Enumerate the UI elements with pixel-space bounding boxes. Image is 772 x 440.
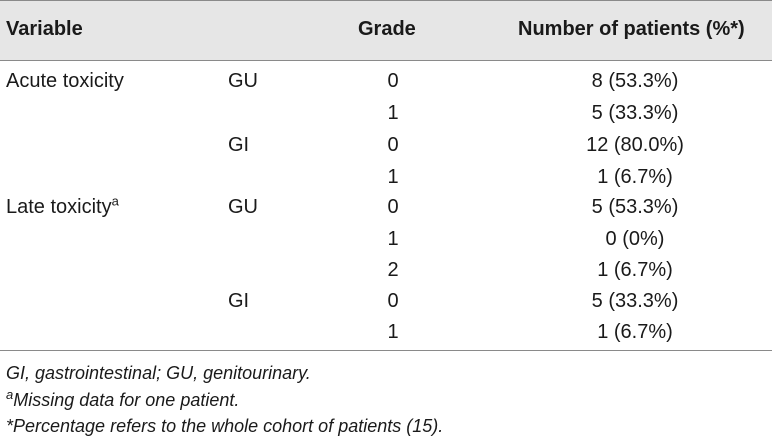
table-row: Late toxicitya GU 0 5 (53.3%)	[0, 191, 772, 223]
table-row: 1 1 (6.7%)	[0, 316, 772, 348]
table-row: GI 0 5 (33.3%)	[0, 285, 772, 317]
header-variable: Variable	[6, 18, 83, 40]
cell-system: GU	[228, 70, 258, 92]
cell-grade: 0	[387, 70, 399, 92]
header-number-of-patients: Number of patients (%*)	[518, 18, 745, 40]
cell-system: GI	[228, 134, 250, 156]
cell-grade: 0	[387, 290, 399, 312]
footnote-missing-data: aMissing data for one patient.	[6, 387, 240, 410]
cell-number: 5 (53.3%)	[591, 196, 679, 218]
footnote-abbreviations: GI, gastrointestinal; GU, genitourinary.	[6, 363, 311, 383]
table-bottom-rule	[0, 350, 772, 351]
table-row: 2 1 (6.7%)	[0, 254, 772, 286]
table-header: Variable Grade Number of patients (%*)	[0, 0, 772, 61]
cell-grade: 1	[387, 321, 399, 343]
footnote-mark: a	[6, 387, 14, 402]
table-row: GI 0 12 (80.0%)	[0, 129, 772, 161]
table-body: Acute toxicity GU 0 8 (53.3%) 1 5 (33.3%…	[0, 61, 772, 351]
header-grade: Grade	[358, 18, 416, 40]
cell-grade: 1	[387, 166, 399, 188]
cell-grade: 1	[387, 102, 399, 124]
cell-grade: 0	[387, 196, 399, 218]
cell-grade: 2	[387, 259, 399, 281]
table-row: Acute toxicity GU 0 8 (53.3%)	[0, 65, 772, 97]
cell-grade: 0	[387, 134, 399, 156]
cell-number: 12 (80.0%)	[586, 134, 684, 156]
cell-number: 5 (33.3%)	[591, 102, 679, 124]
cell-variable: Late toxicitya	[6, 193, 119, 218]
footnote-percentage: *Percentage refers to the whole cohort o…	[6, 416, 444, 436]
cell-number: 8 (53.3%)	[591, 70, 679, 92]
cell-number: 0 (0%)	[605, 228, 665, 250]
table-row: 1 5 (33.3%)	[0, 97, 772, 129]
cell-system: GU	[228, 196, 258, 218]
table-row: 1 1 (6.7%)	[0, 161, 772, 193]
table-row: 1 0 (0%)	[0, 223, 772, 255]
cell-variable: Acute toxicity	[6, 70, 124, 92]
cell-number: 1 (6.7%)	[597, 166, 673, 188]
cell-number: 1 (6.7%)	[597, 321, 673, 343]
cell-grade: 1	[387, 228, 399, 250]
cell-number: 1 (6.7%)	[597, 259, 673, 281]
cell-number: 5 (33.3%)	[591, 290, 679, 312]
cell-system: GI	[228, 290, 250, 312]
